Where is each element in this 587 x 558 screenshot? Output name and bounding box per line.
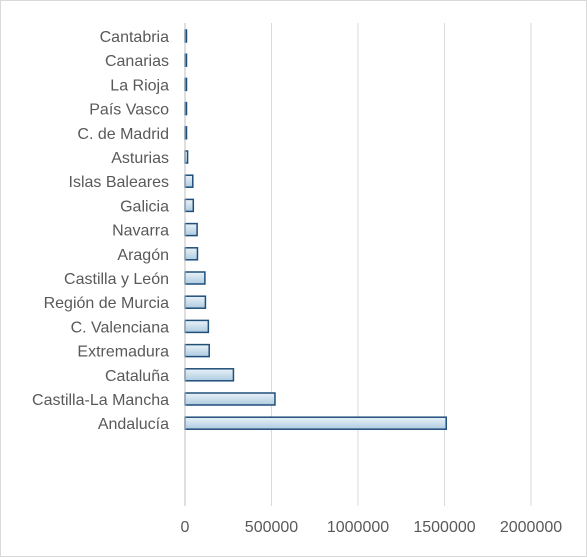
category-label: Islas Baleares <box>69 174 170 191</box>
gridlines <box>271 23 532 506</box>
category-label: Castilla-La Mancha <box>32 392 169 409</box>
category-label: Asturias <box>111 150 169 167</box>
category-label: Navarra <box>112 223 169 240</box>
category-label: Extremadura <box>77 344 169 361</box>
category-label: Cantabria <box>100 29 169 46</box>
bar <box>184 368 235 382</box>
bars <box>184 29 447 430</box>
category-label: Aragón <box>117 247 169 264</box>
category-label: Región de Murcia <box>44 295 170 312</box>
category-labels: Cantabria Canarias La Rioja País Vasco C. de… <box>32 29 169 433</box>
category-label: La Rioja <box>110 77 169 94</box>
category-label: País Vasco <box>89 102 169 119</box>
bar <box>184 343 210 358</box>
bar <box>184 222 198 237</box>
category-label: Castilla y León <box>64 271 169 288</box>
category-label: Andalucía <box>98 416 169 433</box>
x-tick-label: 0 <box>181 519 190 536</box>
x-tick-label: 500000 <box>245 519 298 536</box>
bar <box>184 416 447 430</box>
category-label: Galicia <box>120 198 169 215</box>
bar <box>184 392 276 406</box>
bar <box>184 247 199 261</box>
x-tick-labels: 0 500000 1000000 1500000 2000000 <box>181 519 563 536</box>
category-label: Canarias <box>105 53 169 70</box>
x-tick-label: 2000000 <box>500 519 562 536</box>
category-label: Cataluña <box>105 368 169 385</box>
bar <box>184 198 195 213</box>
category-label: C. Valenciana <box>71 319 170 336</box>
bar <box>184 295 207 309</box>
x-tick-label: 1000000 <box>327 519 389 536</box>
category-label: C. de Madrid <box>77 126 169 143</box>
x-tick-label: 1500000 <box>413 519 475 536</box>
bar <box>184 174 194 188</box>
bar <box>184 319 210 334</box>
bar <box>184 271 206 285</box>
